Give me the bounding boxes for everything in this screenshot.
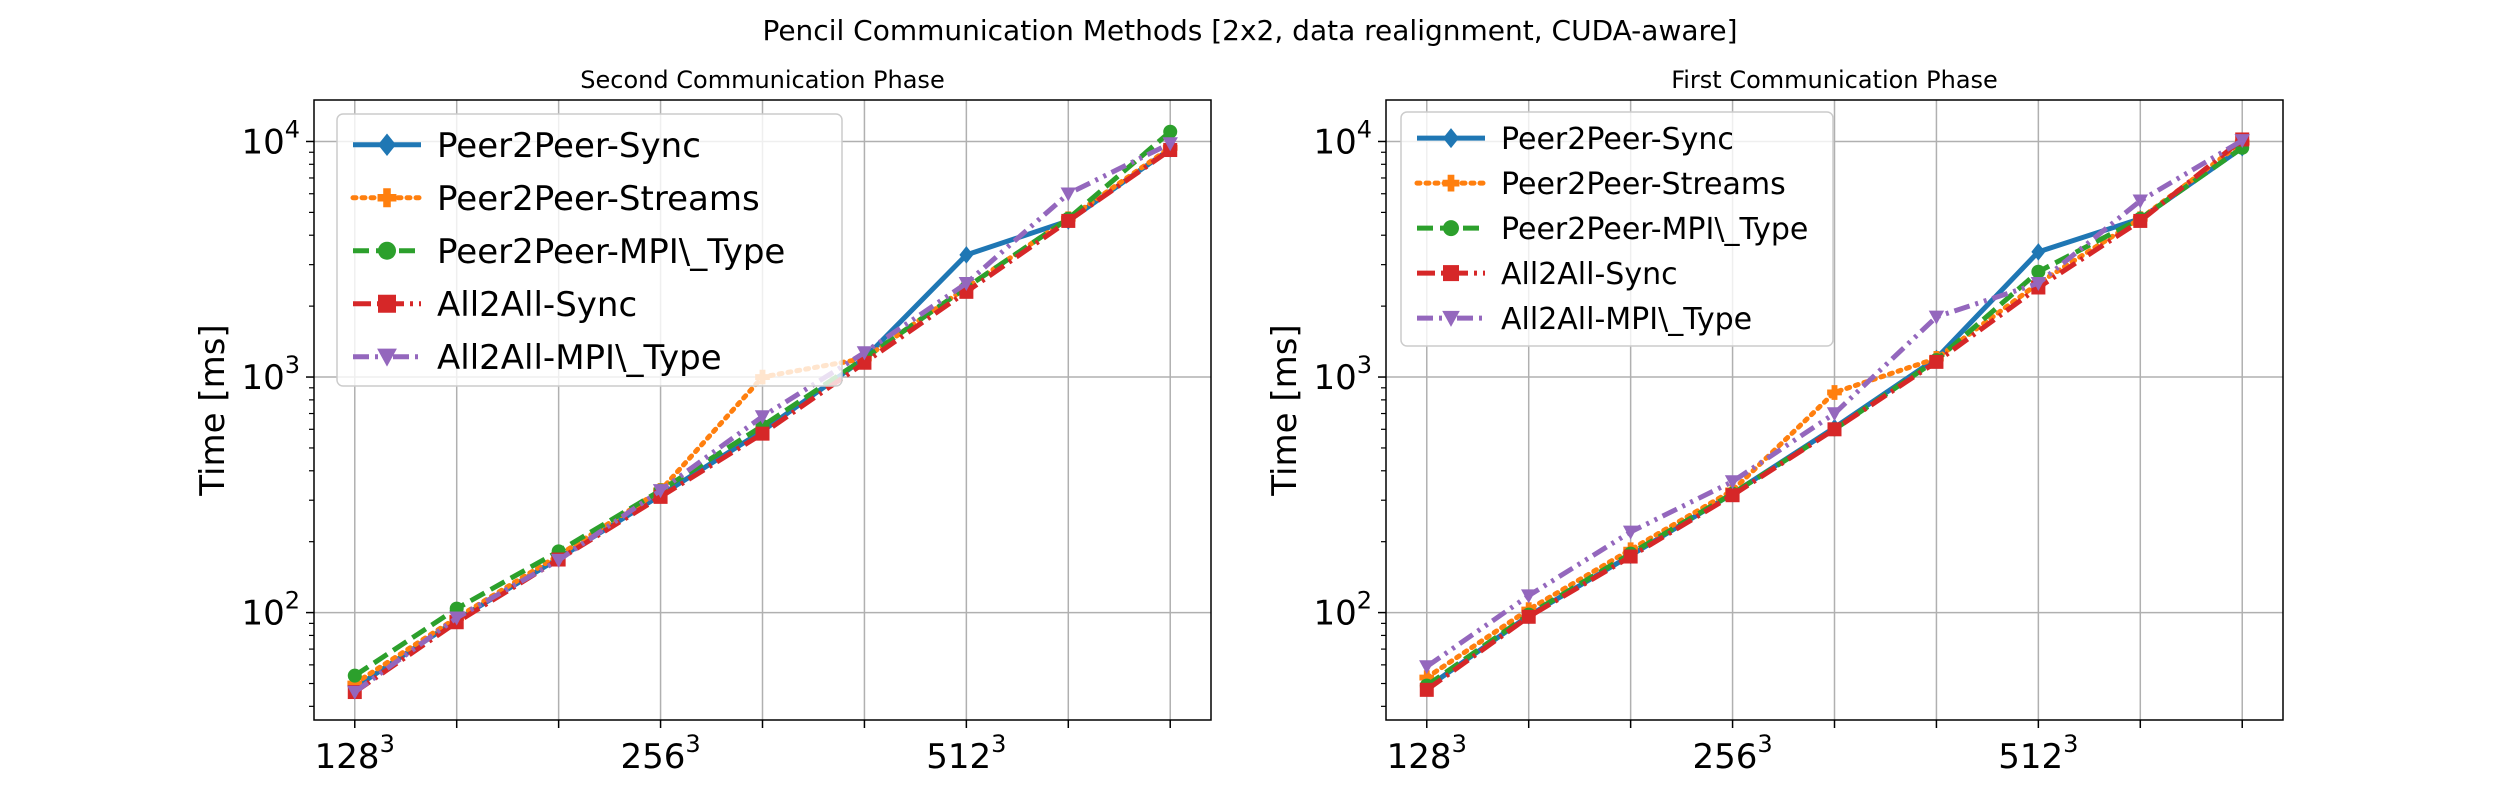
- data-point: [348, 669, 362, 683]
- legend-label: All2All-Sync: [1501, 257, 1678, 292]
- legend-label: Peer2Peer-Streams: [1501, 167, 1786, 202]
- legend-label: Peer2Peer-Streams: [437, 179, 760, 219]
- legend-marker: [378, 295, 396, 313]
- data-point: [1828, 422, 1842, 436]
- legend-label: Peer2Peer-MPI\_Type: [437, 232, 785, 272]
- data-point: [1624, 550, 1638, 564]
- legend-marker: [378, 242, 396, 260]
- data-point: [1726, 488, 1740, 502]
- data-point: [2031, 265, 2045, 279]
- y-axis-label: Time [ms]: [193, 324, 233, 496]
- legend-marker: [1443, 220, 1459, 236]
- data-point: [2133, 214, 2147, 228]
- chart-title: Second Communication Phase: [580, 66, 944, 94]
- chart-title: First Communication Phase: [1671, 66, 1998, 94]
- legend: Peer2Peer-Sync Peer2Peer-Streams Peer2Peer…: [1401, 112, 1833, 346]
- data-point: [1929, 355, 1943, 369]
- legend-label: All2All-MPI\_Type: [1501, 302, 1752, 337]
- legend-label: Peer2Peer-MPI\_Type: [1501, 212, 1808, 247]
- legend-label: All2All-Sync: [437, 285, 637, 325]
- legend-label: Peer2Peer-Sync: [437, 126, 701, 166]
- data-point: [1420, 683, 1434, 697]
- figure-suptitle: Pencil Communication Methods [2x2, data …: [762, 14, 1737, 47]
- legend: Peer2Peer-Sync Peer2Peer-Streams Peer2Peer…: [337, 114, 842, 386]
- data-point: [1522, 610, 1536, 624]
- data-point: [1163, 125, 1177, 139]
- legend-marker: [1443, 265, 1459, 281]
- legend-label: All2All-MPI\_Type: [437, 338, 722, 378]
- data-point: [1061, 214, 1075, 228]
- y-axis-label: Time [ms]: [1265, 324, 1305, 496]
- data-point: [756, 427, 770, 441]
- legend-label: Peer2Peer-Sync: [1501, 122, 1734, 157]
